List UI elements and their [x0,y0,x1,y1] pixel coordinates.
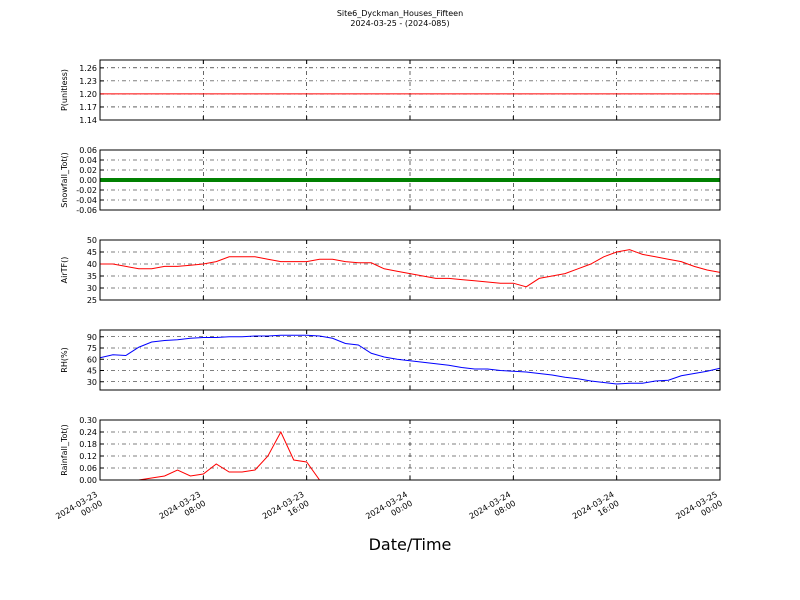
y-tick-label: 0.00 [79,176,97,185]
x-tick-label: 2024-03-2408:00 [468,490,518,530]
y-tick-label: 50 [87,236,97,245]
data-line [100,249,721,288]
y-tick-label: 0.06 [79,146,97,155]
y-tick-label: 0.06 [79,464,97,473]
y-axis-label: P(unitless) [60,69,69,111]
y-tick-label: -0.04 [76,196,97,205]
y-tick-label: 0.30 [79,416,97,425]
y-tick-label: 1.14 [79,116,97,125]
y-axis-label: AirTF() [60,257,69,284]
y-axis-label: RH(%) [60,347,69,372]
y-tick-label: 0.24 [79,428,97,437]
y-tick-label: 30 [87,284,97,293]
y-tick-label: -0.02 [76,186,97,195]
y-tick-label: 60 [87,355,97,364]
y-tick-label: 1.23 [79,77,97,86]
y-tick-label: 1.26 [79,64,97,73]
plot-frame [99,239,721,301]
y-tick-label: -0.06 [76,206,97,215]
y-tick-label: 1.20 [79,90,97,99]
x-axis-label: Date/Time [369,535,452,554]
plot-frame [99,329,721,391]
y-axis-label: Rainfall_Tot() [60,424,69,476]
y-tick-label: 30 [87,378,97,387]
y-tick-label: 90 [87,333,97,342]
chart-title: Site6_Dyckman_Houses_Fifteen [337,9,463,18]
y-axis-label: Snowfall_Tot() [60,152,69,208]
y-tick-label: 1.17 [79,103,97,112]
x-tick-label: 2024-03-2400:00 [364,490,414,530]
y-tick-label: 0.12 [79,452,97,461]
y-tick-label: 75 [87,344,97,353]
chart-subtitle: 2024-03-25 - (2024-085) [350,19,449,28]
plot-frame [99,59,721,121]
plot-frame [99,149,721,211]
x-tick-label: 2024-03-2416:00 [571,490,621,530]
y-tick-label: 0.18 [79,440,97,449]
y-tick-label: 0.04 [79,156,97,165]
y-tick-label: 0.02 [79,166,97,175]
x-tick-label: 2024-03-2316:00 [261,490,311,530]
x-tick-label: 2024-03-2300:00 [54,490,104,530]
data-line [99,334,721,385]
y-tick-label: 0.00 [79,476,97,485]
y-tick-label: 45 [87,248,97,257]
y-tick-label: 35 [87,272,97,281]
plot-frame [99,419,721,481]
y-tick-label: 45 [87,367,97,376]
y-tick-label: 25 [87,296,97,305]
y-tick-label: 40 [87,260,97,269]
x-tick-label: 2024-03-2308:00 [158,490,208,530]
x-tick-label: 2024-03-2500:00 [674,490,724,530]
